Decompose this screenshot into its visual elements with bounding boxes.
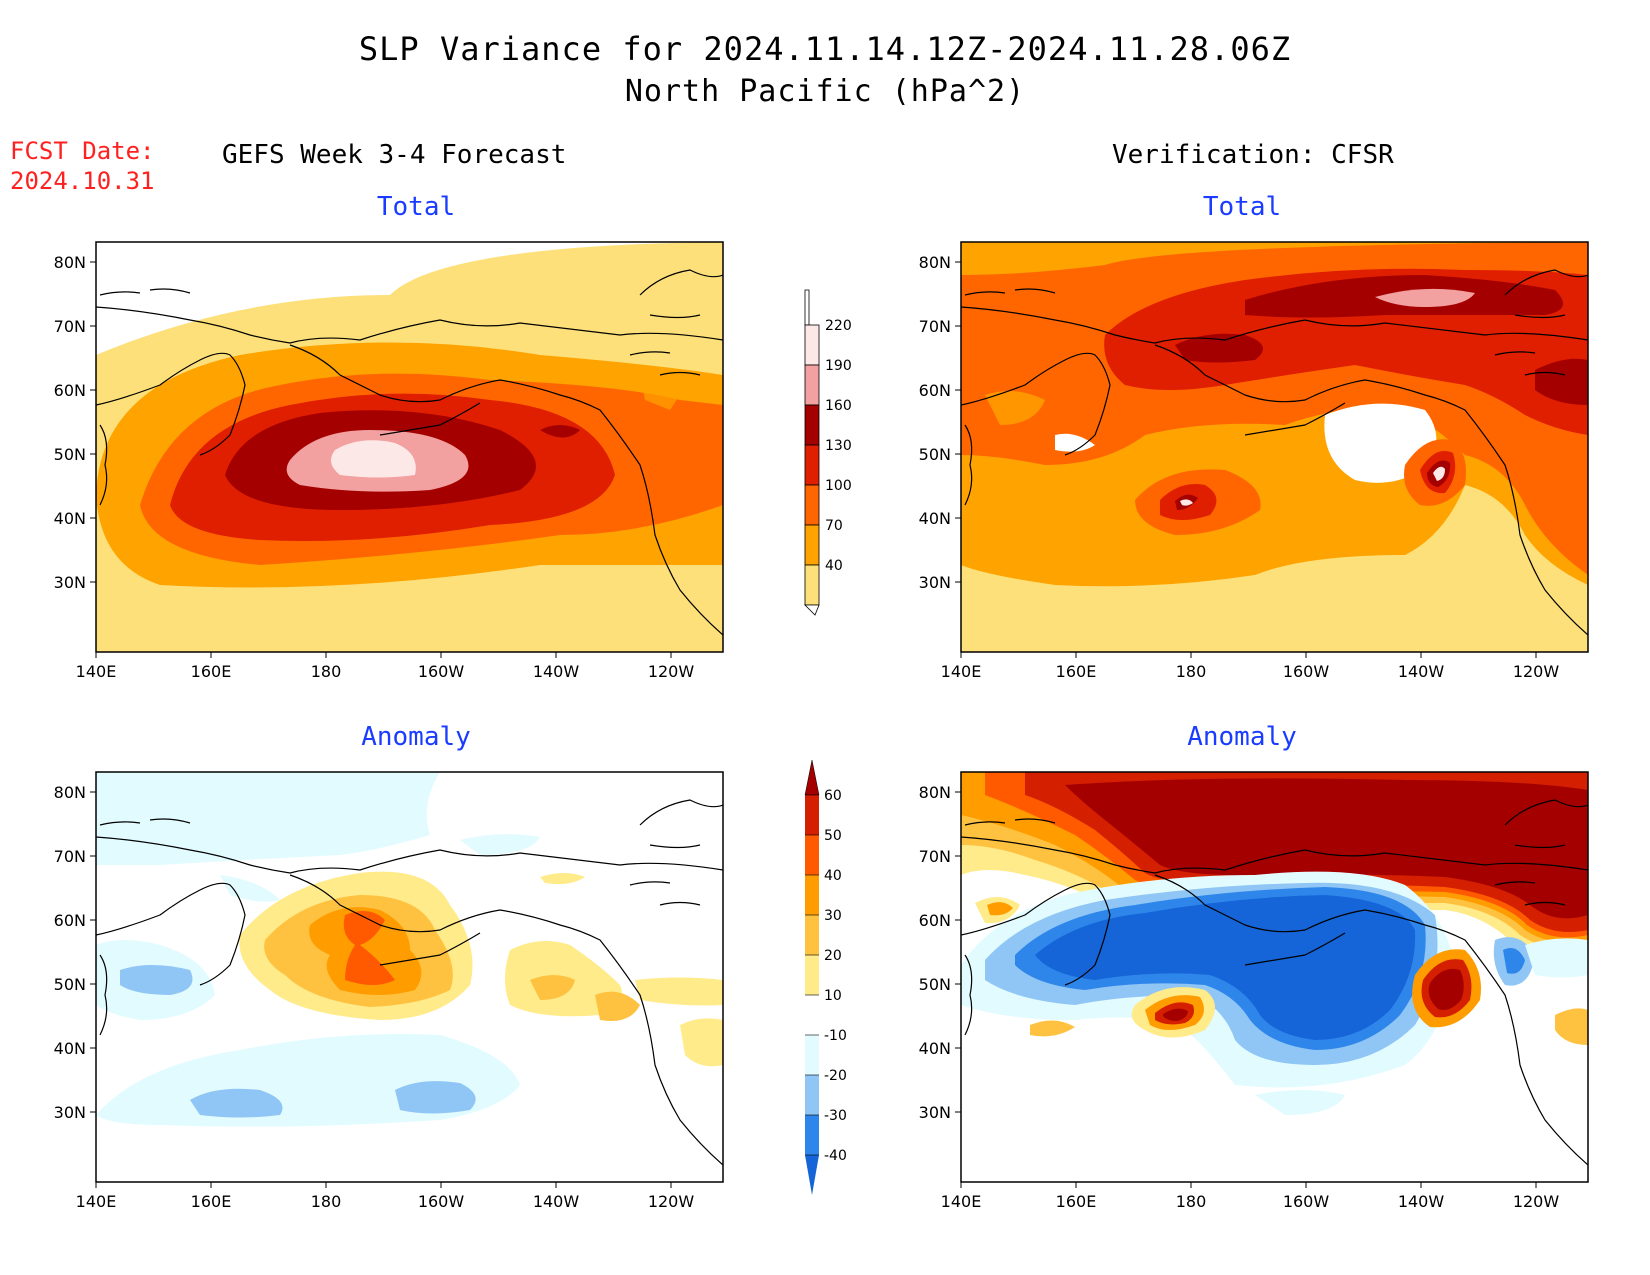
lon-label: 120W — [648, 662, 695, 681]
lon-label: 160W — [1283, 1192, 1330, 1211]
lat-label: 70N — [919, 847, 951, 866]
lon-label: 160W — [418, 1192, 465, 1211]
colorbar-anomaly-label: 40 — [824, 868, 842, 884]
right-column-title: Verification: CFSR — [1112, 140, 1394, 170]
lon-label: 180 — [311, 662, 342, 681]
lon-label: 140E — [76, 1192, 117, 1211]
colorbar-anomaly-label: 10 — [824, 988, 842, 1004]
lat-label: 50N — [54, 445, 86, 464]
colorbar-total-label: 160 — [825, 398, 852, 414]
lat-label: 70N — [54, 847, 86, 866]
panel-title-bottom-right: Anomaly — [1187, 722, 1297, 752]
lon-label: 140E — [76, 662, 117, 681]
colorbar-anomaly: 60 50 40 30 20 10 -10 -20 -30 -40 — [804, 759, 847, 1195]
colorbar-total: 220 190 160 130 100 70 40 — [804, 289, 852, 616]
lon-label: 140E — [941, 662, 982, 681]
lat-label: 70N — [919, 317, 951, 336]
colorbar-anomaly-label: 60 — [824, 788, 842, 804]
left-column-title: GEFS Week 3-4 Forecast — [222, 140, 567, 170]
lat-axis-top-right: 80N 70N 60N 50N 40N 30N — [919, 253, 961, 592]
lon-axis-top-left: 140E 160E 180 160W 140W 120W — [76, 652, 695, 681]
colorbar-anomaly-label: 20 — [824, 948, 842, 964]
map-forecast-anomaly: 80N 70N 60N 50N 40N 30N 140E 160E 180 16… — [54, 771, 724, 1211]
lon-axis-bottom-left: 140E 160E 180 160W 140W 120W — [76, 1182, 695, 1211]
lat-label: 40N — [919, 1039, 951, 1058]
colorbar-total-label: 70 — [825, 518, 843, 534]
lat-label: 40N — [54, 1039, 86, 1058]
lat-label: 50N — [54, 975, 86, 994]
lon-label: 140W — [533, 662, 580, 681]
forecast-date-block: FCST Date: 2024.10.31 — [10, 136, 155, 196]
lon-label: 160E — [1056, 662, 1097, 681]
lon-label: 120W — [648, 1192, 695, 1211]
lon-label: 140W — [533, 1192, 580, 1211]
lat-label: 70N — [54, 317, 86, 336]
lat-label: 40N — [54, 509, 86, 528]
panel-title-top-right: Total — [1202, 192, 1282, 222]
lat-label: 40N — [919, 509, 951, 528]
lat-axis-top-left: 80N 70N 60N 50N 40N 30N — [54, 253, 96, 592]
colorbar-anomaly-label: 50 — [824, 828, 842, 844]
colorbar-total-label: 130 — [825, 438, 852, 454]
lon-label: 160E — [191, 1192, 232, 1211]
lon-label: 160E — [1056, 1192, 1097, 1211]
colorbar-total-label: 190 — [825, 358, 852, 374]
lat-label: 60N — [54, 911, 86, 930]
lon-axis-bottom-right: 140E 160E 180 160W 140W 120W — [941, 1182, 1560, 1211]
map-verification-total: 80N 70N 60N 50N 40N 30N 140E 160E 180 16… — [919, 241, 1589, 681]
lon-label: 120W — [1513, 1192, 1560, 1211]
colorbar-total-label: 100 — [825, 478, 852, 494]
lon-label: 160E — [191, 662, 232, 681]
map-forecast-total: 80N 70N 60N 50N 40N 30N 140E 160E 180 16… — [54, 241, 724, 681]
colorbar-anomaly-label: -40 — [824, 1148, 847, 1164]
lon-label: 160W — [418, 662, 465, 681]
fcst-date: 2024.10.31 — [10, 167, 155, 195]
lat-label: 80N — [919, 253, 951, 272]
lon-label: 140W — [1398, 662, 1445, 681]
colorbar-total-label: 220 — [825, 318, 852, 334]
lon-label: 140W — [1398, 1192, 1445, 1211]
lat-label: 80N — [919, 783, 951, 802]
lat-label: 80N — [54, 253, 86, 272]
main-title: SLP Variance for 2024.11.14.12Z-2024.11.… — [358, 30, 1292, 68]
lon-label: 160W — [1283, 662, 1330, 681]
lon-label: 120W — [1513, 662, 1560, 681]
lon-label: 180 — [1176, 1192, 1207, 1211]
colorbar-total-label: 40 — [825, 558, 843, 574]
lat-label: 30N — [919, 573, 951, 592]
lat-label: 60N — [919, 911, 951, 930]
lat-label: 60N — [54, 381, 86, 400]
lat-label: 60N — [919, 381, 951, 400]
colorbar-anomaly-label: -30 — [824, 1108, 847, 1124]
panel-title-top-left: Total — [376, 192, 456, 222]
lat-axis-bottom-right: 80N 70N 60N 50N 40N 30N — [919, 783, 961, 1122]
lon-axis-top-right: 140E 160E 180 160W 140W 120W — [941, 652, 1560, 681]
lon-label: 180 — [311, 1192, 342, 1211]
lat-label: 30N — [54, 1103, 86, 1122]
lon-label: 140E — [941, 1192, 982, 1211]
lon-label: 180 — [1176, 662, 1207, 681]
panel-title-bottom-left: Anomaly — [361, 722, 471, 752]
colorbar-anomaly-label: -10 — [824, 1028, 847, 1044]
lat-axis-bottom-left: 80N 70N 60N 50N 40N 30N — [54, 783, 96, 1122]
colorbar-anomaly-label: -20 — [824, 1068, 847, 1084]
lat-label: 30N — [54, 573, 86, 592]
lat-label: 80N — [54, 783, 86, 802]
colorbar-anomaly-label: 30 — [824, 908, 842, 924]
lat-label: 30N — [919, 1103, 951, 1122]
main-subtitle: North Pacific (hPa^2) — [624, 74, 1026, 109]
fcst-label: FCST Date: — [10, 137, 155, 165]
lat-label: 50N — [919, 975, 951, 994]
map-verification-anomaly: 80N 70N 60N 50N 40N 30N 140E 160E 180 16… — [919, 771, 1589, 1211]
lat-label: 50N — [919, 445, 951, 464]
